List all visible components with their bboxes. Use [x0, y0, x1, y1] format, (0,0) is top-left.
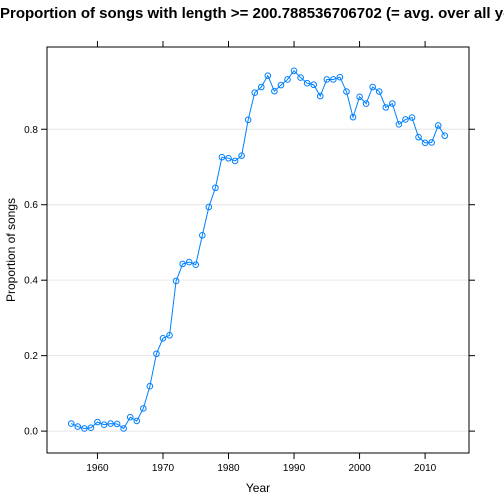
data-point [159, 334, 167, 342]
data-point [238, 152, 245, 159]
data-point [421, 139, 429, 147]
data-point [94, 418, 101, 426]
data-point [126, 413, 134, 421]
grid-layer [47, 128, 469, 432]
data-point [67, 420, 75, 427]
data-point [316, 92, 324, 100]
y-tick-label: 0.2 [24, 351, 38, 362]
data-point [343, 88, 350, 95]
y-tick-label: 0.6 [24, 200, 38, 211]
data-point [271, 87, 278, 95]
data-point [133, 417, 141, 425]
data-point [428, 139, 435, 146]
data-point [434, 122, 442, 129]
x-tick-label: 1970 [152, 463, 175, 474]
data-point [257, 83, 265, 91]
data-point [303, 79, 311, 87]
data-point [146, 382, 154, 390]
data-point [362, 100, 370, 107]
data-point [166, 331, 173, 339]
data-point [297, 74, 304, 81]
x-tick-label: 2010 [414, 463, 437, 474]
series-line [71, 70, 446, 430]
data-point [408, 114, 416, 121]
data-point [356, 93, 363, 101]
data-point [284, 76, 291, 83]
data-point [231, 157, 239, 165]
data-point [212, 184, 219, 192]
data-point [330, 76, 337, 83]
data-point [323, 76, 331, 83]
data-point [185, 258, 193, 266]
data-point [172, 277, 180, 285]
data-point [74, 423, 82, 430]
x-tick-label: 1990 [283, 463, 306, 474]
data-point [395, 121, 403, 128]
tick-layer: 0.0 0.2 0.4 0.6 0.8 1960 1970 1980 1990 2000 2010 [24, 41, 475, 474]
data-point [107, 420, 114, 427]
data-point [264, 72, 272, 79]
data-point [382, 104, 390, 111]
data-point [389, 100, 396, 107]
data-point [225, 155, 232, 162]
data-point [244, 116, 252, 124]
data-point [349, 113, 357, 121]
data-point [205, 203, 213, 211]
data-point [402, 116, 409, 123]
data-point [81, 425, 88, 432]
y-tick-label: 0.4 [24, 276, 38, 287]
data-point [192, 261, 200, 269]
data-point [120, 425, 127, 432]
y-tick-label: 0.8 [24, 125, 38, 136]
x-tick-label: 2000 [348, 463, 371, 474]
y-tick-label: 0.0 [24, 427, 38, 438]
data-point [179, 260, 186, 268]
data-point [113, 420, 121, 428]
data-point [218, 153, 226, 161]
data-point [277, 81, 285, 89]
data-point [140, 405, 147, 412]
data-point [199, 231, 206, 239]
y-axis-label: Proportion of songs [4, 198, 18, 302]
data-point [290, 67, 298, 75]
data-point [310, 81, 317, 89]
data-point [100, 421, 108, 429]
plot-frame [46, 46, 470, 454]
x-axis-label: Year [246, 481, 270, 495]
data-point [251, 89, 259, 96]
series-layer [67, 67, 449, 432]
data-point [375, 88, 383, 95]
x-tick-label: 1980 [217, 463, 240, 474]
data-point [369, 83, 376, 91]
data-point [441, 132, 449, 139]
data-point [153, 350, 160, 358]
data-point [87, 424, 95, 432]
data-point [415, 133, 422, 141]
x-tick-label: 1960 [86, 463, 109, 474]
data-point [336, 73, 344, 81]
chart-title: Proportion of songs with length >= 200.7… [0, 5, 504, 22]
